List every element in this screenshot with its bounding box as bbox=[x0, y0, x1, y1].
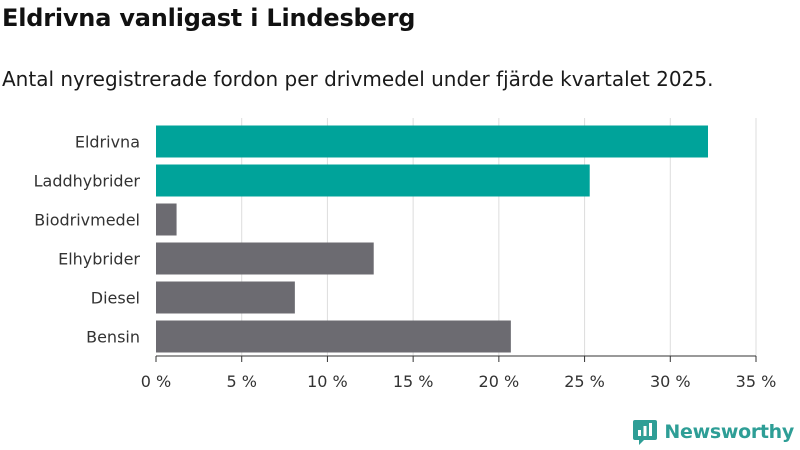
category-label: Eldrivna bbox=[75, 133, 140, 152]
x-tick-label: 30 % bbox=[650, 372, 691, 391]
x-tick-label: 0 % bbox=[141, 372, 171, 391]
bar-biodrivmedel bbox=[156, 203, 177, 236]
chart-subtitle: Antal nyregistrerade fordon per drivmede… bbox=[2, 67, 714, 91]
category-label: Diesel bbox=[91, 289, 140, 308]
x-tick-label: 20 % bbox=[479, 372, 520, 391]
category-label: Biodrivmedel bbox=[34, 211, 140, 230]
x-tick-label: 10 % bbox=[307, 372, 348, 391]
bar-diesel bbox=[156, 281, 295, 314]
x-axis: 0 % 5 % 10 % 15 % 20 % 25 % 30 % 35 % bbox=[141, 355, 777, 391]
bar-eldrivna bbox=[156, 125, 708, 158]
brand-name: Newsworthy bbox=[664, 421, 794, 443]
chart-title: Eldrivna vanligast i Lindesberg bbox=[2, 4, 416, 32]
gridlines bbox=[241, 118, 757, 356]
category-label: Elhybrider bbox=[58, 250, 140, 269]
category-label: Bensin bbox=[86, 328, 140, 347]
category-label: Laddhybrider bbox=[34, 172, 141, 191]
newsworthy-logo: Newsworthy bbox=[632, 418, 794, 446]
category-labels: Eldrivna Laddhybrider Biodrivmedel Elhybrid… bbox=[34, 133, 141, 347]
bar-laddhybrider bbox=[156, 164, 590, 197]
x-tick-label: 25 % bbox=[564, 372, 605, 391]
newsworthy-logo-icon bbox=[633, 420, 658, 445]
x-tick-label: 15 % bbox=[393, 372, 434, 391]
bar-bensin bbox=[156, 320, 511, 353]
bar-elhybrider bbox=[156, 242, 374, 275]
bars bbox=[156, 125, 708, 353]
x-tick-label: 5 % bbox=[226, 372, 256, 391]
x-tick-label: 35 % bbox=[736, 372, 777, 391]
